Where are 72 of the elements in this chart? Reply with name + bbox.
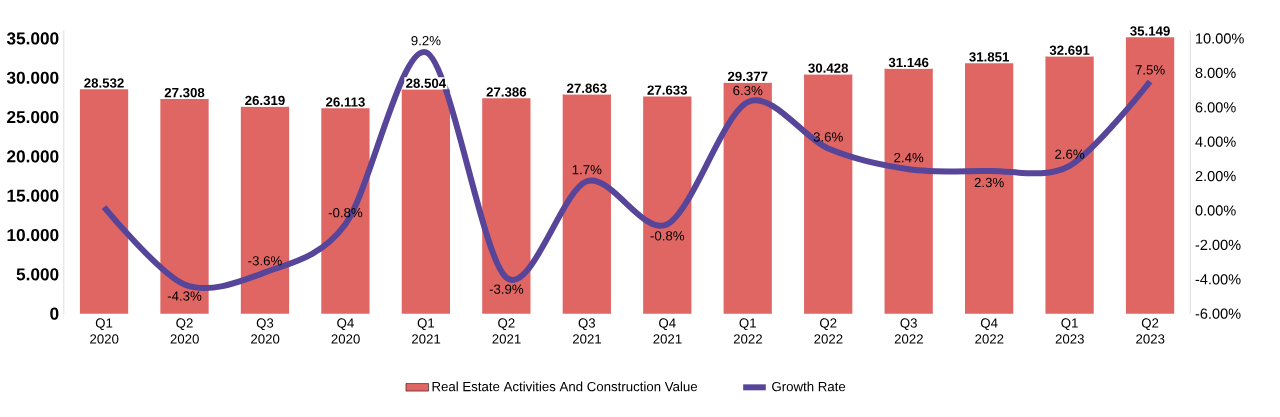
data-label: 2.4% [894, 152, 924, 163]
y2-tick-label: 0.00% [1195, 205, 1236, 216]
y-tick-label: 20.000 [7, 150, 59, 163]
y2-tick-label: 8.00% [1195, 67, 1236, 78]
data-label: 1.7% [572, 164, 602, 175]
data-label: 9.2% [411, 35, 441, 46]
data-label: -4.3% [167, 291, 202, 301]
y2-tick-label: 10.00% [1196, 33, 1244, 44]
bar [884, 68, 933, 314]
x-tick-label: Q4 2022 [975, 318, 1004, 344]
data-label: 35.149 [1130, 26, 1170, 36]
data-label: 26.319 [245, 95, 285, 105]
bar [401, 89, 451, 314]
y-tick-label: 25.000 [7, 110, 59, 123]
y-tick-label: 5.000 [16, 268, 59, 281]
data-label: 29.377 [727, 71, 768, 81]
legend-label: Real Estate Activities And Construction Value [432, 381, 698, 392]
data-label: 28.532 [84, 78, 124, 88]
y-tick-label: 10.000 [7, 228, 59, 241]
bar [79, 89, 129, 314]
data-label: 6.3% [733, 85, 763, 96]
y2-tick-label: -4.00% [1195, 273, 1241, 285]
x-tick-label: Q1 2023 [1055, 318, 1084, 344]
x-tick-label: Q1 2020 [90, 318, 119, 344]
x-tick-label: Q3 2020 [251, 318, 280, 344]
bar [643, 96, 692, 314]
y2-tick-label: 4.00% [1195, 136, 1236, 147]
x-tick-label: Q3 2021 [572, 318, 602, 344]
data-label: 27.386 [486, 87, 527, 97]
data-label: 3.6% [813, 132, 843, 142]
data-label: 27.308 [164, 87, 205, 98]
x-tick-label: Q4 2020 [331, 318, 360, 344]
y2-tick-label: -6.00% [1195, 308, 1241, 319]
y-tick-label: 0 [50, 307, 59, 320]
data-label: 30.428 [808, 63, 849, 73]
x-tick-label: Q1 2022 [733, 318, 762, 344]
x-tick-label: Q4 2021 [653, 318, 682, 344]
bar [321, 108, 370, 314]
x-tick-label: Q2 2020 [170, 318, 199, 344]
data-label: 26.113 [326, 97, 365, 107]
data-label: 32.691 [1049, 45, 1090, 55]
y2-tick-label: -2.00% [1195, 239, 1241, 250]
y-tick-label: 30.000 [6, 71, 59, 84]
data-label: -3.6% [248, 255, 282, 266]
y2-tick-label: 6.00% [1195, 101, 1236, 113]
x-tick-label: Q2 2023 [1136, 318, 1165, 344]
x-tick-label: Q3 2022 [894, 318, 923, 344]
data-label: -0.8% [650, 230, 685, 241]
bar [1045, 56, 1094, 314]
bar [562, 94, 611, 314]
data-label: -3.9% [489, 284, 524, 294]
bar [804, 74, 853, 314]
data-label: 27.633 [647, 85, 688, 95]
data-label: 28.504 [406, 78, 447, 88]
x-tick-label: Q2 2021 [492, 318, 521, 344]
bar [1125, 37, 1175, 314]
y-tick-label: 15.000 [7, 189, 59, 202]
bar [482, 98, 531, 314]
bar [240, 106, 290, 314]
legend-label: Growth Rate [772, 381, 846, 392]
x-tick-label: Q1 2021 [411, 318, 441, 344]
data-label: 7.5% [1135, 65, 1165, 75]
bar [723, 82, 772, 314]
bar [160, 98, 209, 314]
data-label: 2.3% [974, 177, 1004, 188]
data-label: 31.851 [969, 52, 1010, 62]
bar [964, 63, 1014, 314]
data-label: 27.863 [567, 83, 607, 93]
x-tick-label: Q2 2022 [814, 318, 843, 344]
y-tick-label: 35.000 [6, 32, 59, 45]
data-label: 31.146 [888, 57, 929, 67]
y2-tick-label: 2.00% [1195, 170, 1236, 182]
